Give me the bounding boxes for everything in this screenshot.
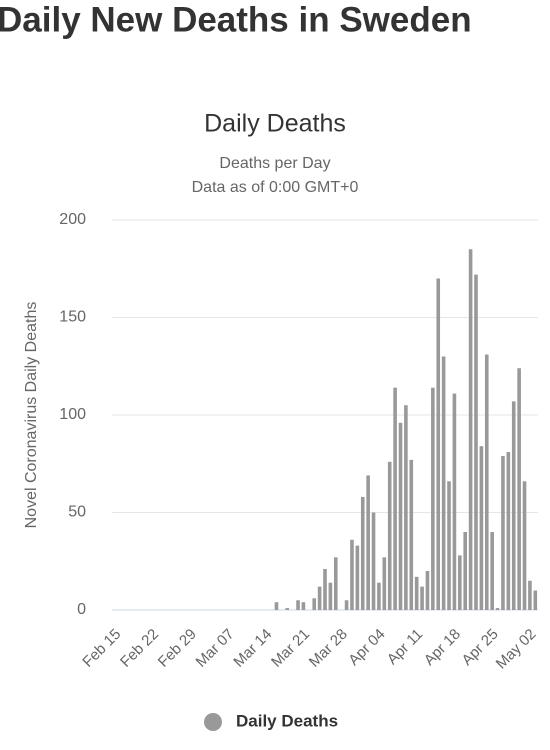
bar (296, 600, 300, 610)
bar (371, 512, 376, 610)
bar (323, 569, 327, 610)
bar (393, 387, 397, 610)
x-tick-label: Apr 11 (384, 626, 426, 668)
bar (501, 455, 505, 610)
bar (285, 608, 290, 610)
page-title: Daily New Deaths in Sweden (0, 0, 472, 39)
bar (404, 405, 408, 610)
x-tick-label: May 02 (493, 626, 540, 673)
chart-subtitle: Data as of 0:00 GMT+0 (192, 179, 359, 196)
legend-label[interactable]: Daily Deaths (236, 711, 338, 730)
bar (409, 459, 414, 610)
y-axis-label: Novel Coronavirus Daily Deaths (23, 302, 40, 529)
bar (436, 278, 441, 610)
bar (398, 422, 403, 610)
bar (366, 475, 370, 610)
bar (479, 446, 484, 610)
x-tick-label: Mar 07 (193, 626, 238, 671)
bar (511, 401, 516, 610)
chart-title: Daily Deaths (204, 110, 346, 138)
bar (517, 368, 521, 610)
bar (506, 452, 511, 610)
bar (522, 481, 527, 610)
bar (350, 539, 354, 610)
bar (490, 532, 494, 610)
x-tick-label: Feb 22 (117, 626, 162, 671)
bar (420, 586, 424, 610)
y-tick-label: 150 (59, 309, 86, 326)
bar (387, 461, 392, 610)
y-tick-label: 0 (77, 601, 86, 618)
legend-marker (204, 713, 222, 731)
bar (431, 387, 435, 610)
bar (458, 555, 462, 610)
bar (495, 608, 500, 610)
x-tick-label: Mar 14 (230, 626, 275, 671)
bar (441, 356, 446, 610)
x-tick-label: Feb 29 (155, 626, 200, 671)
bar (474, 274, 478, 610)
bar (484, 354, 489, 610)
bar (528, 580, 532, 610)
bar (317, 586, 322, 610)
bar (333, 557, 338, 610)
bar (355, 545, 360, 610)
bar (360, 496, 365, 610)
bar (533, 590, 538, 610)
bar (447, 481, 451, 610)
chart-subtitle: Deaths per Day (219, 155, 330, 172)
x-tick-label: Apr 18 (421, 626, 464, 669)
y-tick-label: 50 (68, 504, 86, 521)
bar (274, 602, 279, 610)
x-tick-label: Mar 28 (306, 626, 351, 671)
bar (425, 571, 430, 610)
bar (301, 602, 306, 610)
y-tick-label: 100 (59, 406, 86, 423)
bar (382, 557, 387, 610)
x-tick-label: Apr 04 (345, 626, 388, 669)
bar (312, 598, 317, 610)
bar (328, 582, 333, 610)
x-tick-label: Mar 21 (268, 626, 313, 671)
bar (344, 600, 349, 610)
bar (452, 393, 457, 610)
bar (377, 582, 381, 610)
x-tick-label: Feb 15 (79, 626, 124, 671)
bar (463, 532, 468, 610)
y-tick-label: 200 (59, 211, 86, 228)
bar (414, 576, 419, 610)
bar (468, 249, 473, 610)
